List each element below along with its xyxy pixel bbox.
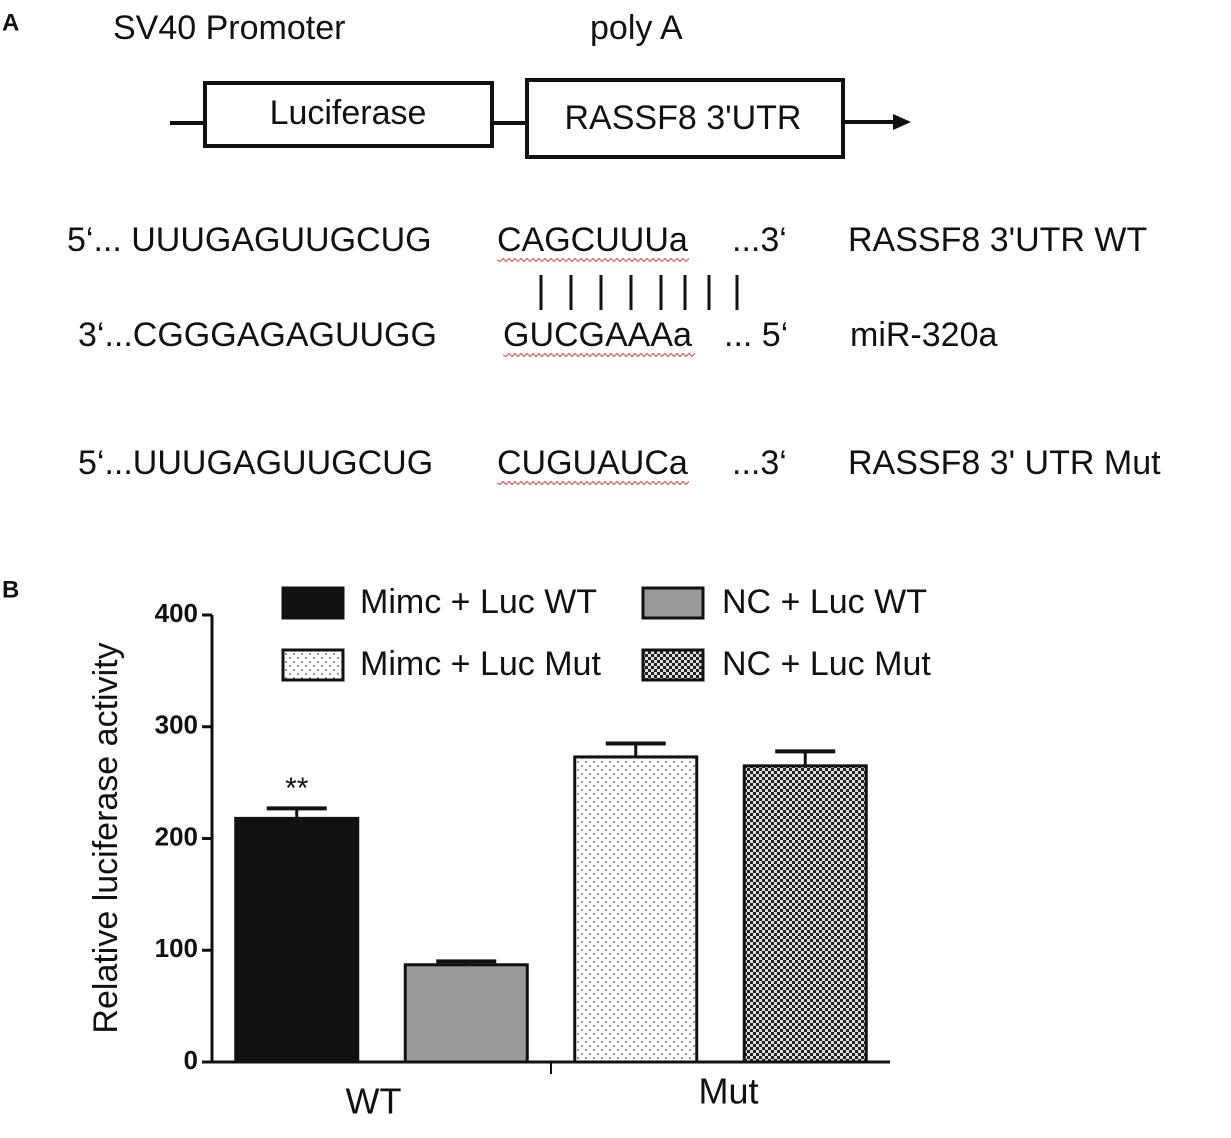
wavy-underline (496, 480, 690, 486)
bar (403, 963, 529, 1064)
sequence-suffix: ...3‘ (732, 444, 787, 482)
wavy-underline (496, 257, 690, 263)
bar (742, 764, 868, 1064)
polya-label: poly A (590, 9, 683, 47)
box-label: RASSF8 3'UTR (565, 99, 802, 137)
sequence-prefix: 5‘...UUUGAGUUGCUG (78, 444, 433, 482)
legend-swatch (281, 586, 345, 620)
sequence-prefix: 3‘...CGGGAGAGUUGG (78, 316, 437, 354)
legend-label: NC + Luc WT (722, 583, 927, 621)
x-tick-label: WT (346, 1081, 402, 1122)
annotation: ** (285, 772, 309, 805)
y-tick-label: 400 (155, 598, 198, 628)
legend-label: NC + Luc Mut (722, 645, 931, 683)
sequence-name: RASSF8 3'UTR WT (848, 221, 1147, 259)
construct-box (203, 81, 494, 148)
seed-site: CAGCUUUa (497, 221, 688, 259)
x-tick-label: Mut (698, 1071, 758, 1112)
sequence-name: miR-320a (850, 316, 997, 354)
bar (234, 816, 360, 1064)
sequence-prefix: 5‘... UUUGAGUUGCUG (67, 221, 432, 259)
sequence-suffix: ...3‘ (732, 221, 787, 259)
wavy-underline (502, 352, 696, 358)
legend-swatch (641, 648, 705, 682)
base-pairs (539, 275, 739, 310)
legend-swatch (281, 648, 345, 682)
y-tick-label: 0 (184, 1045, 198, 1075)
legend-label: Mimc + Luc WT (360, 583, 597, 621)
bar (573, 755, 699, 1064)
construct-box (525, 78, 845, 159)
box-label: Luciferase (270, 94, 427, 132)
seed-site: CUGUAUCa (497, 444, 688, 482)
arrow-head (893, 114, 911, 130)
promoter-label: SV40 Promoter (113, 9, 345, 47)
legend-swatch (641, 586, 705, 620)
sequence-name: RASSF8 3' UTR Mut (848, 444, 1161, 482)
panel-label: A (2, 9, 19, 36)
y-tick-label: 100 (155, 933, 198, 963)
y-tick-label: 200 (155, 821, 198, 851)
seed-site: GUCGAAAa (503, 316, 692, 354)
y-tick-label: 300 (155, 710, 198, 740)
y-axis-label: Relative luciferase activity (87, 642, 125, 1033)
legend-label: Mimc + Luc Mut (360, 645, 601, 683)
sequence-suffix: ... 5‘ (724, 316, 788, 354)
panel-label: B (2, 576, 19, 603)
